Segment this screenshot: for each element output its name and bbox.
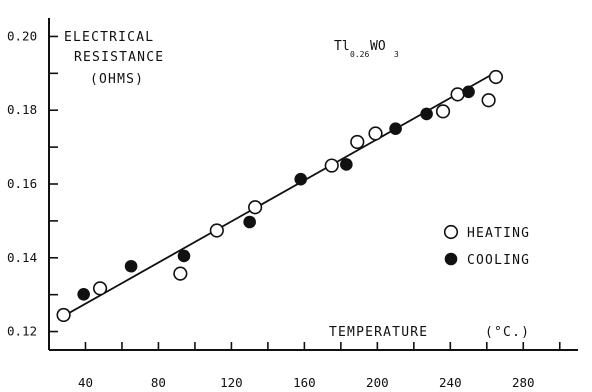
- heating-data-point: [92, 281, 108, 296]
- y-tick-label: 0.12: [7, 324, 37, 339]
- compound-label-middle: WO: [370, 39, 386, 54]
- x-tick-label: 160: [293, 375, 316, 390]
- compound-label-prefix: Tl: [334, 39, 350, 54]
- cooling-data-point: [294, 172, 308, 186]
- x-tick-label: 280: [512, 375, 535, 390]
- heating-data-point: [488, 69, 504, 85]
- compound-label-subscript-1: 0.26: [350, 50, 369, 59]
- y-axis-label-line-1: ELECTRICAL: [64, 30, 154, 45]
- x-tick-label: 40: [78, 375, 93, 390]
- fit-line: [63, 71, 497, 317]
- fit-layer: [63, 71, 497, 317]
- cooling-data-point: [243, 215, 256, 229]
- heating-data-point: [481, 93, 496, 108]
- y-tick-label: 0.14: [7, 250, 37, 265]
- heating-data-point: [209, 223, 224, 238]
- legend-heating-marker: [443, 224, 459, 240]
- y-axis-label-line-3: (OHMS): [90, 72, 144, 87]
- x-tick-label: 200: [366, 375, 389, 390]
- heating-data-point: [368, 126, 383, 141]
- compound-label-subscript-2: 3: [394, 50, 399, 59]
- heating-data-point: [435, 104, 451, 119]
- marker-layer: [56, 69, 504, 323]
- heating-data-point: [56, 307, 71, 323]
- y-axis-label-line-2: RESISTANCE: [74, 50, 164, 65]
- x-axis-label-unit: (°C.): [485, 325, 530, 340]
- legend-heating-label: HEATING: [467, 226, 530, 241]
- legend-cooling-label: COOLING: [467, 253, 530, 268]
- legend-cooling-marker: [444, 252, 458, 266]
- x-tick-label: 240: [439, 375, 462, 390]
- cooling-data-point: [389, 122, 402, 135]
- heating-data-point: [248, 200, 263, 215]
- cooling-data-point: [462, 85, 475, 99]
- cooling-data-point: [124, 259, 138, 273]
- y-tick-label: 0.20: [7, 28, 37, 43]
- axis-layer: 40 80 120 160 200 240 280 0.12 0.14 0.16 0.18 0.20: [7, 18, 578, 390]
- cooling-data-point: [177, 249, 191, 263]
- cooling-data-point: [340, 158, 353, 171]
- heating-data-point: [324, 158, 339, 173]
- heating-data-point: [350, 134, 365, 150]
- heating-data-point: [173, 266, 188, 281]
- heating-data-point: [450, 87, 465, 102]
- x-tick-label: 120: [220, 375, 243, 390]
- legend: HEATING COOLING: [443, 224, 530, 268]
- x-axis-label-main: TEMPERATURE: [329, 325, 428, 340]
- y-tick-label: 0.16: [7, 176, 37, 191]
- x-axis-label: TEMPERATURE (°C.): [329, 325, 530, 340]
- y-tick-label: 0.18: [7, 102, 37, 117]
- text-layer: ELECTRICAL RESISTANCE (OHMS) Tl 0.26 WO …: [64, 30, 530, 340]
- cooling-data-point: [420, 107, 433, 121]
- compound-label: Tl 0.26 WO 3: [334, 39, 399, 59]
- cooling-data-point: [77, 287, 90, 301]
- x-tick-label: 80: [151, 375, 166, 390]
